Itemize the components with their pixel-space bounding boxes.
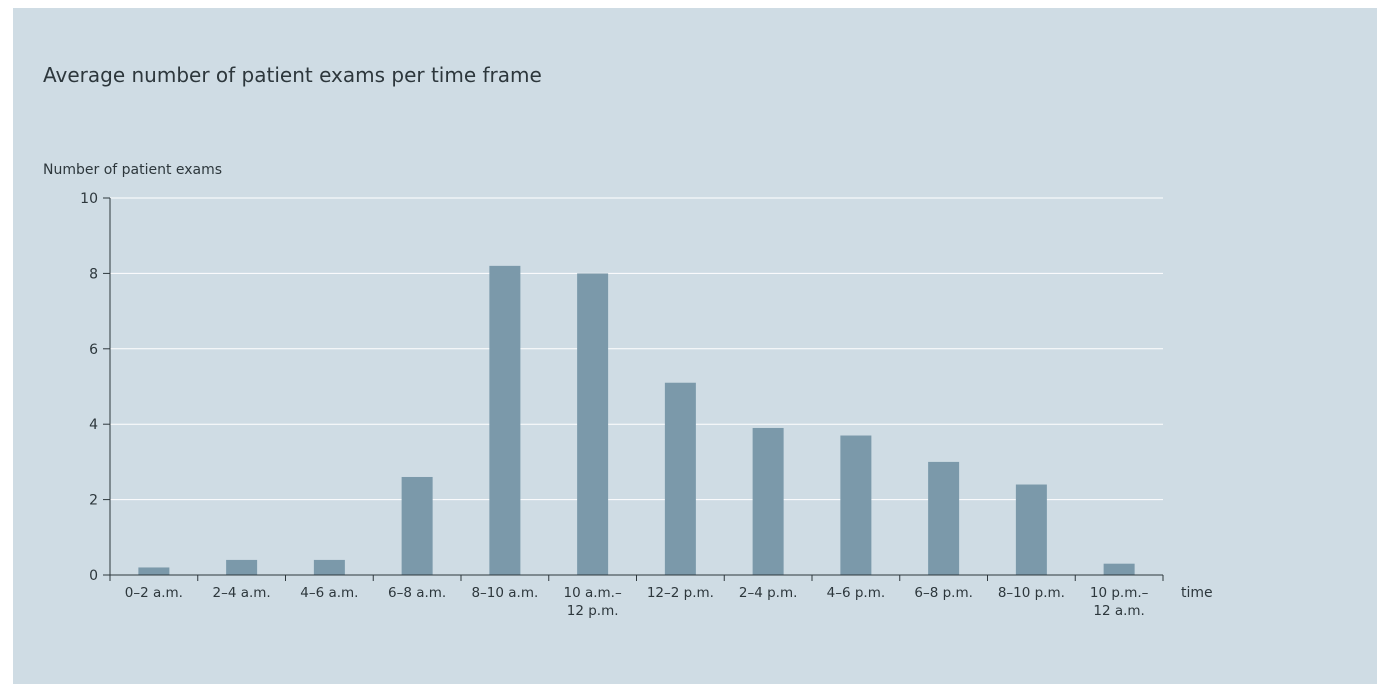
y-tick-label: 10 [80, 191, 98, 207]
x-tick-label: 4–6 a.m. [300, 585, 358, 601]
x-tick-label: 4–6 p.m. [827, 585, 886, 601]
x-tick-label: 10 a.m.– 12 p.m. [564, 585, 622, 619]
x-tick-label: 10 p.m.– 12 a.m. [1090, 585, 1149, 619]
bar-6 [664, 382, 696, 575]
y-tick-label: 2 [89, 493, 98, 509]
y-tick-label: 8 [89, 266, 98, 282]
bar-11 [1103, 563, 1135, 575]
x-tick-label: 12–2 p.m. [647, 585, 714, 601]
axes [103, 197, 1164, 581]
gridlines [110, 197, 1163, 501]
x-tick-label: 0–2 a.m. [125, 585, 183, 601]
bar-chart: 0 2 4 6 8 10 0–2 a.m. 2–4 a.m. 4–6 a.m. 6–8 a.m. 8… [43, 162, 1213, 619]
labels: 0 2 4 6 8 10 0–2 a.m. 2–4 a.m. 4–6 a.m. 6–8 a.m. 8… [43, 162, 1213, 619]
bars [138, 265, 1135, 575]
y-axis-label: Number of patient exams [43, 162, 222, 178]
x-tick-label: 6–8 a.m. [388, 585, 446, 601]
y-tick-label: 6 [89, 342, 98, 358]
y-tick-label: 0 [89, 568, 98, 584]
bar-4 [489, 265, 521, 575]
x-tick-label: 6–8 p.m. [914, 585, 973, 601]
x-tick-label: 8–10 p.m. [998, 585, 1065, 601]
bar-5 [577, 273, 609, 575]
y-tick-label: 4 [89, 417, 98, 433]
bar-7 [752, 427, 784, 575]
x-tick-label: 8–10 a.m. [471, 585, 538, 601]
x-tick-label: 2–4 p.m. [739, 585, 798, 601]
bar-9 [928, 461, 960, 575]
x-tick-label: 2–4 a.m. [213, 585, 271, 601]
bar-8 [840, 435, 872, 575]
bar-0 [138, 567, 170, 575]
x-axis-label: time [1181, 585, 1213, 601]
bar-10 [1015, 484, 1047, 575]
bar-1 [226, 559, 258, 575]
chart-panel: Average number of patient exams per time… [13, 8, 1377, 684]
bar-3 [401, 476, 433, 575]
chart-title: Average number of patient exams per time… [43, 63, 542, 87]
bar-2 [313, 559, 345, 575]
